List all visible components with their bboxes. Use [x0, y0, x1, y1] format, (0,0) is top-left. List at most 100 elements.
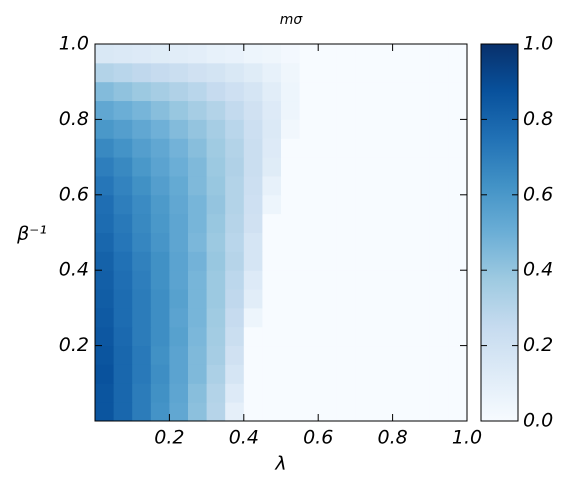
heatmap-cell — [355, 213, 375, 233]
heatmap-cell — [299, 44, 319, 64]
heatmap-cell — [225, 364, 245, 384]
heatmap-cell — [299, 364, 319, 384]
heatmap-cell — [392, 364, 412, 384]
heatmap-cell — [281, 100, 301, 120]
heatmap-cell — [206, 270, 226, 290]
heatmap-cell — [299, 138, 319, 158]
heatmap-cell — [169, 213, 189, 233]
heatmap-cell — [429, 157, 449, 177]
heatmap-cell — [95, 138, 115, 158]
heatmap-cell — [448, 119, 468, 139]
heatmap-cell — [206, 81, 226, 102]
x-tick-label: 0.4 — [229, 427, 259, 449]
heatmap-cell — [95, 251, 115, 271]
heatmap-cell — [243, 100, 263, 120]
heatmap-cell — [281, 289, 301, 309]
heatmap-cell — [206, 44, 226, 64]
heatmap-cell — [355, 270, 375, 290]
heatmap-cell — [374, 270, 394, 290]
heatmap-cell — [318, 119, 338, 139]
heatmap-cell — [281, 345, 301, 365]
heatmap-cell — [132, 62, 152, 83]
heatmap-cell — [150, 383, 170, 403]
heatmap-cell — [374, 232, 394, 252]
heatmap-cell — [225, 100, 245, 120]
heatmap-cell — [243, 62, 263, 83]
heatmap-cell — [411, 251, 431, 271]
heatmap-cell — [392, 100, 412, 120]
heatmap-cell — [355, 100, 375, 120]
heatmap-cell — [448, 364, 468, 384]
heatmap-cell — [95, 364, 115, 384]
heatmap-cell — [169, 157, 189, 177]
heatmap-cell — [243, 345, 263, 365]
heatmap — [95, 44, 468, 422]
heatmap-cell — [243, 157, 263, 177]
colorbar-fill — [480, 43, 519, 422]
heatmap-cell — [448, 100, 468, 120]
heatmap-cell — [113, 326, 133, 347]
heatmap-cell — [392, 402, 412, 422]
heatmap-cell — [448, 138, 468, 158]
heatmap-cell — [262, 213, 282, 233]
heatmap-cell — [150, 175, 170, 196]
heatmap-cell — [150, 62, 170, 83]
heatmap-cell — [281, 119, 301, 139]
heatmap-cell — [392, 232, 412, 252]
heatmap-cell — [392, 138, 412, 158]
heatmap-cell — [374, 307, 394, 328]
heatmap-cell — [318, 81, 338, 102]
heatmap-cell — [336, 402, 356, 422]
heatmap-cell — [262, 62, 282, 83]
heatmap-cell — [95, 213, 115, 233]
heatmap-cell — [355, 194, 375, 215]
heatmap-cell — [374, 364, 394, 384]
heatmap-cell — [281, 364, 301, 384]
heatmap-cell — [206, 345, 226, 365]
heatmap-cell — [95, 194, 115, 215]
heatmap-cell — [113, 289, 133, 309]
heatmap-cell — [448, 289, 468, 309]
heatmap-cell — [336, 289, 356, 309]
heatmap-cell — [113, 345, 133, 365]
heatmap-cell — [243, 232, 263, 252]
heatmap-cell — [336, 44, 356, 64]
heatmap-cell — [392, 251, 412, 271]
heatmap-cell — [336, 62, 356, 83]
heatmap-cell — [299, 232, 319, 252]
heatmap-cell — [132, 100, 152, 120]
heatmap-cell — [243, 383, 263, 403]
heatmap-cell — [299, 270, 319, 290]
heatmap-cell — [188, 402, 208, 422]
heatmap-cell — [188, 251, 208, 271]
heatmap-cell — [206, 100, 226, 120]
heatmap-cell — [113, 119, 133, 139]
heatmap-cell — [113, 232, 133, 252]
heatmap-cell — [448, 307, 468, 328]
heatmap-cell — [206, 251, 226, 271]
colorbar-tick-label: 0.4 — [523, 259, 553, 281]
heatmap-cell — [206, 364, 226, 384]
heatmap-cell — [355, 289, 375, 309]
y-tick-label: 0.8 — [59, 108, 89, 130]
heatmap-cell — [243, 289, 263, 309]
heatmap-cell — [113, 213, 133, 233]
heatmap-cell — [243, 270, 263, 290]
heatmap-cell — [429, 44, 449, 64]
heatmap-cell — [299, 62, 319, 83]
plot-frame — [94, 43, 468, 422]
heatmap-cell — [262, 270, 282, 290]
heatmap-cell — [225, 81, 245, 102]
heatmap-cell — [169, 270, 189, 290]
heatmap-cell — [188, 157, 208, 177]
heatmap-cell — [169, 232, 189, 252]
heatmap-cell — [113, 307, 133, 328]
heatmap-cell — [150, 402, 170, 422]
heatmap-cell — [281, 213, 301, 233]
heatmap-cell — [243, 119, 263, 139]
heatmap-cell — [336, 194, 356, 215]
heatmap-cell — [411, 345, 431, 365]
heatmap-cell — [95, 100, 115, 120]
heatmap-cell — [318, 345, 338, 365]
heatmap-cell — [299, 251, 319, 271]
